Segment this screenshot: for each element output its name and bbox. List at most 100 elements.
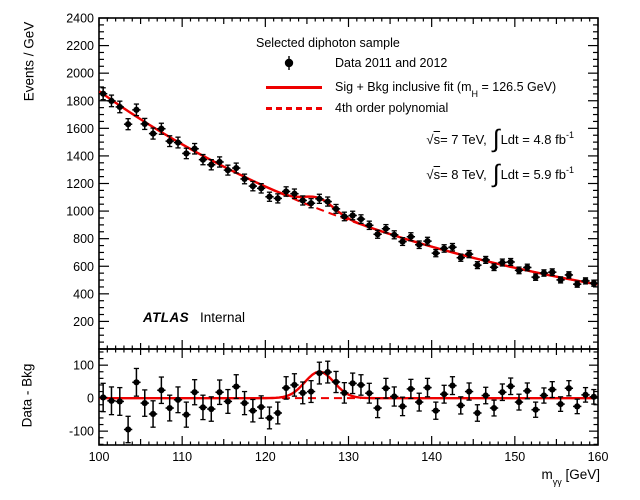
data-point [323,196,332,207]
data-point [514,266,524,275]
data-point [157,122,166,135]
sqrt-symbol: √ [426,166,434,182]
data-point [456,396,465,415]
svg-text:1000: 1000 [66,205,94,219]
data-point [464,382,474,401]
data-point [406,232,416,242]
data-point [539,387,549,404]
data-point [340,381,349,404]
data-point [257,182,266,194]
data-point [581,386,590,403]
data-point [323,360,332,384]
poly-line-sample-icon [266,107,322,110]
data-point [573,280,582,288]
data-point [398,237,407,247]
data-point [456,253,465,262]
data-point [431,401,440,420]
data-point [481,386,490,405]
sig-plus-bkg-curve [99,90,598,286]
luminosity-line-7tev: √ s = 7 TeV, ∫ Ldt = 4.8 fb -1 [426,124,574,153]
data-point [473,261,482,270]
data-point [331,203,341,214]
data-point [182,147,191,160]
data-point [207,158,216,171]
data-point [240,173,249,185]
data-point [556,276,565,284]
svg-text:150: 150 [504,450,525,464]
data-point [173,386,183,414]
data-point [506,257,515,267]
data-point [514,393,524,411]
axis-ticks [98,17,599,445]
experiment-status: Internal [200,310,246,325]
data-point [215,156,224,168]
data-point [423,377,432,398]
atlas-logo-text: ATLAS [143,310,189,325]
data-point-marker-icon [284,56,294,70]
data-point [315,193,324,205]
data-point [381,377,391,399]
data-point [123,118,133,131]
data-point [240,390,249,416]
data-point [123,415,133,444]
data-point [223,388,233,414]
data-point [132,367,141,397]
svg-text:1800: 1800 [66,94,94,108]
data-point [265,406,274,430]
data-point [523,263,532,272]
data-point [265,191,274,202]
ratio-y-axis-title: Data - Bkg [19,363,35,428]
data-point [489,399,499,417]
data-point [464,249,474,259]
svg-text:140: 140 [421,450,442,464]
fit-curves-main [99,90,598,286]
data-points-main [99,87,598,288]
data-point [99,87,108,101]
data-point [232,162,241,174]
svg-text:400: 400 [73,287,94,301]
data-point [148,127,158,140]
data-point [140,117,149,131]
legend-fit-label: Sig + Bkg inclusive fit (mH = 126.5 GeV) [335,80,557,99]
data-point [198,153,208,166]
data-point [248,398,258,423]
data-point [373,229,382,239]
data-point [99,382,108,413]
svg-text:160: 160 [588,450,609,464]
data-point [273,401,282,425]
data-point [348,372,357,395]
data-point [306,380,316,404]
data-point [539,269,549,277]
data-point [498,258,507,267]
data-point [348,210,357,221]
data-point [298,195,307,206]
legend-data-label: Data 2011 and 2012 [335,56,448,70]
x-title-unit: [GeV] [561,467,600,482]
data-point [589,388,598,405]
data-point [298,381,307,405]
data-point [290,373,299,397]
data-point [365,382,374,404]
data-point [564,380,574,397]
data-point [448,376,457,396]
data-point [415,392,424,412]
data-point [589,279,598,287]
fit-line-sample-icon [266,86,322,89]
data-point [107,386,116,416]
data-point [140,389,149,417]
legend-poly-label: 4th order polynomial [335,101,449,115]
data-point [573,398,582,415]
data-point [215,379,224,406]
data-point [415,240,424,250]
data-point [356,374,366,396]
legend-title: Selected diphoton sample [256,36,400,50]
experiment-label: ATLAS Internal [143,310,245,325]
svg-text:1400: 1400 [66,149,94,163]
svg-text:120: 120 [255,450,276,464]
data-point [132,103,141,117]
svg-text:2400: 2400 [66,12,94,26]
svg-text:1200: 1200 [66,177,94,191]
data-point [198,394,208,421]
